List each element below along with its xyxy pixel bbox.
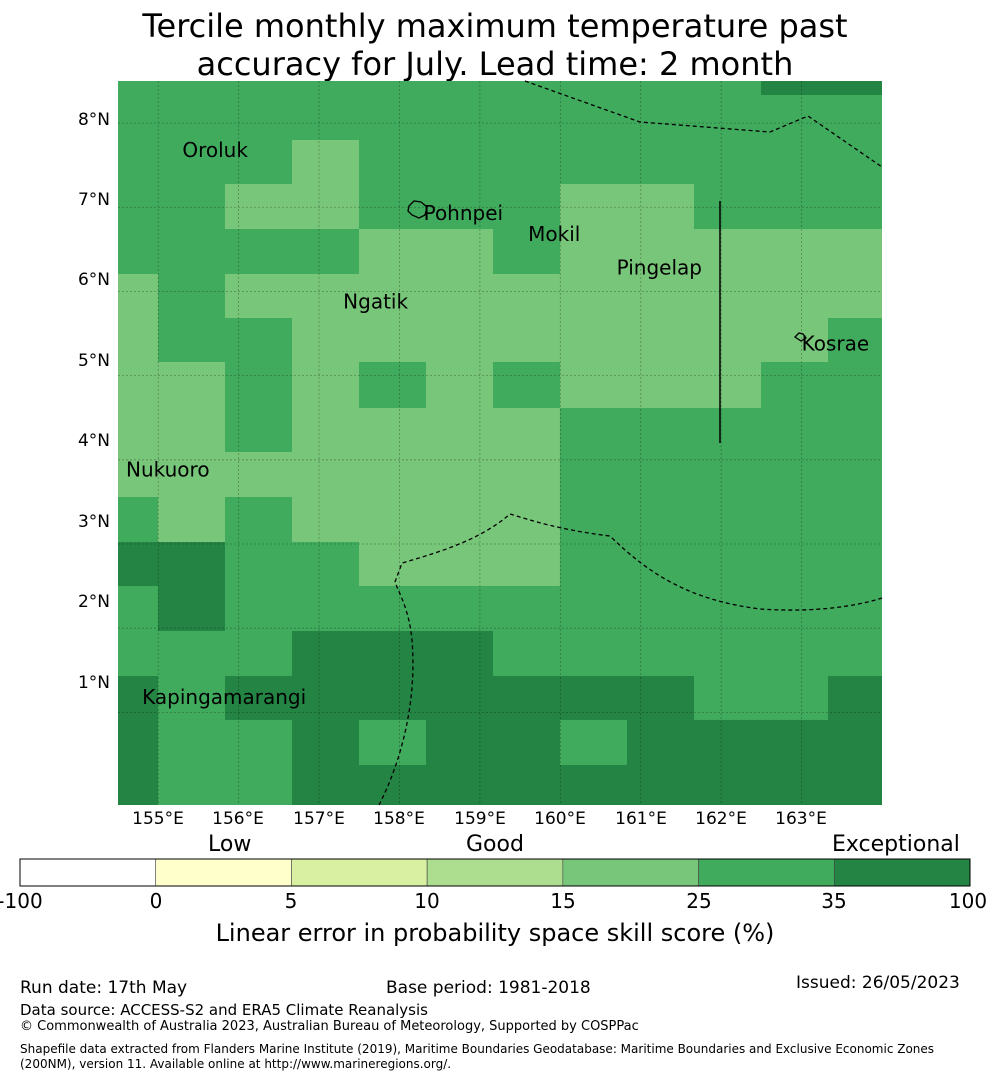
place-label-nukuoro: Nukuoro — [126, 458, 210, 482]
category-low: Low — [208, 832, 252, 857]
colorbar-tick: 100 — [948, 889, 988, 913]
skill-grid — [118, 81, 882, 805]
colorbar — [19, 858, 971, 887]
shapefile-credit-1: Shapefile data extracted from Flanders M… — [20, 1042, 935, 1056]
colorbar-tick: 5 — [284, 889, 298, 913]
lon-tick-159e: 159°E — [454, 809, 506, 829]
place-labels: Oroluk Pohnpei Mokil Pingelap Ngatik Kosrae Nu… — [126, 138, 869, 709]
place-label-kosrae: Kosrae — [802, 331, 870, 355]
island-outlines — [407, 200, 807, 342]
lon-tick-158e: 158°E — [373, 809, 425, 829]
pohnpei-outline — [407, 200, 428, 219]
data-source: Data source: ACCESS-S2 and ERA5 Climate … — [20, 1001, 428, 1019]
lat-tick-8n: 8°N — [77, 110, 110, 130]
run-date: Run date: 17th May — [20, 978, 188, 998]
lat-tick-4n: 4°N — [77, 431, 110, 451]
colorbar-segment — [426, 858, 564, 887]
place-label-oroluk: Oroluk — [182, 138, 248, 162]
colorbar-tick: 10 — [414, 889, 440, 913]
colorbar-segment — [19, 858, 157, 887]
place-label-pohnpei: Pohnpei — [424, 201, 504, 225]
graticule — [118, 81, 882, 805]
lon-tick-162e: 162°E — [695, 809, 747, 829]
lat-tick-3n: 3°N — [77, 512, 110, 532]
colorbar-tick: 15 — [550, 889, 576, 913]
colorbar-segment — [291, 858, 428, 887]
shapefile-credit-2: (200NM), version 11. Available online at… — [20, 1057, 452, 1071]
lat-tick-2n: 2°N — [77, 592, 110, 612]
colorbar-segment — [562, 858, 699, 887]
lon-tick-160e: 160°E — [534, 809, 586, 829]
kosrae-outline — [793, 332, 807, 342]
colorbar-tick: 35 — [821, 889, 847, 913]
map-title-line2: accuracy for July. Lead time: 2 month — [196, 45, 794, 83]
category-exceptional: Exceptional — [832, 832, 960, 857]
lat-tick-7n: 7°N — [77, 190, 110, 210]
category-good: Good — [466, 832, 524, 857]
lat-tick-1n: 1°N — [77, 673, 110, 693]
issued-date: Issued: 26/05/2023 — [796, 973, 960, 993]
eez-boundaries — [378, 80, 883, 806]
lon-tick-157e: 157°E — [293, 809, 345, 829]
colorbar-segment — [155, 858, 292, 887]
place-label-mokil: Mokil — [528, 222, 580, 246]
lon-tick-161e: 161°E — [615, 809, 667, 829]
lat-tick-6n: 6°N — [77, 270, 110, 290]
colorbar-tick: 0 — [149, 889, 163, 913]
place-label-pingelap: Pingelap — [617, 256, 702, 280]
copyright: © Commonwealth of Australia 2023, Austra… — [20, 1019, 639, 1034]
place-label-ngatik: Ngatik — [343, 289, 408, 313]
lat-tick-5n: 5°N — [77, 351, 110, 371]
colorbar-segment — [833, 858, 971, 887]
lon-tick-163e: 163°E — [775, 809, 827, 829]
colorbar-segment — [698, 858, 835, 887]
colorbar-label: Linear error in probability space skill … — [215, 919, 775, 947]
place-label-kapingamarangi: Kapingamarangi — [142, 685, 306, 709]
lon-tick-156e: 156°E — [212, 809, 264, 829]
colorbar-tick: -100 — [0, 889, 43, 913]
lon-tick-155e: 155°E — [132, 809, 184, 829]
base-period: Base period: 1981-2018 — [386, 978, 591, 998]
colorbar-tick: 25 — [686, 889, 712, 913]
map-title-line1: Tercile monthly maximum temperature past — [142, 7, 848, 45]
